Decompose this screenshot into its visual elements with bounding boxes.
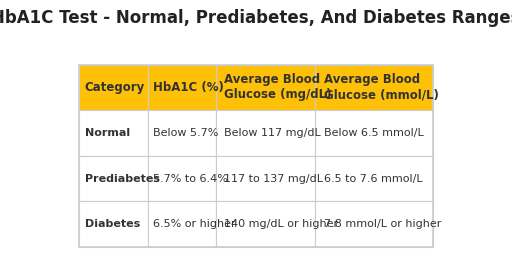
FancyBboxPatch shape (315, 110, 433, 156)
FancyBboxPatch shape (147, 201, 216, 247)
Text: Below 6.5 mmol/L: Below 6.5 mmol/L (325, 128, 424, 138)
Text: 7.8 mmol/L or higher: 7.8 mmol/L or higher (325, 219, 442, 229)
Text: 6.5% or higher: 6.5% or higher (153, 219, 236, 229)
Text: Normal: Normal (84, 128, 130, 138)
FancyBboxPatch shape (147, 156, 216, 201)
Text: Average Blood
Glucose (mg/dL): Average Blood Glucose (mg/dL) (224, 73, 331, 101)
Text: HbA1C (%): HbA1C (%) (153, 81, 224, 94)
Text: 117 to 137 mg/dL: 117 to 137 mg/dL (224, 174, 323, 184)
Text: Below 5.7%: Below 5.7% (153, 128, 219, 138)
Text: 5.7% to 6.4%: 5.7% to 6.4% (153, 174, 228, 184)
Text: HbA1C Test - Normal, Prediabetes, And Diabetes Ranges: HbA1C Test - Normal, Prediabetes, And Di… (0, 9, 512, 27)
FancyBboxPatch shape (79, 110, 147, 156)
Text: Average Blood
Glucose (mmol/L): Average Blood Glucose (mmol/L) (325, 73, 439, 101)
FancyBboxPatch shape (315, 201, 433, 247)
FancyBboxPatch shape (216, 65, 315, 110)
FancyBboxPatch shape (79, 65, 147, 110)
Text: Prediabetes: Prediabetes (84, 174, 160, 184)
FancyBboxPatch shape (147, 110, 216, 156)
FancyBboxPatch shape (216, 156, 315, 201)
Text: Below 117 mg/dL: Below 117 mg/dL (224, 128, 321, 138)
FancyBboxPatch shape (315, 65, 433, 110)
Text: Diabetes: Diabetes (84, 219, 140, 229)
FancyBboxPatch shape (216, 110, 315, 156)
FancyBboxPatch shape (147, 65, 216, 110)
FancyBboxPatch shape (216, 201, 315, 247)
FancyBboxPatch shape (79, 156, 147, 201)
Text: Category: Category (84, 81, 145, 94)
FancyBboxPatch shape (315, 156, 433, 201)
Text: 140 mg/dL or higher: 140 mg/dL or higher (224, 219, 338, 229)
FancyBboxPatch shape (79, 201, 147, 247)
Text: 6.5 to 7.6 mmol/L: 6.5 to 7.6 mmol/L (325, 174, 423, 184)
